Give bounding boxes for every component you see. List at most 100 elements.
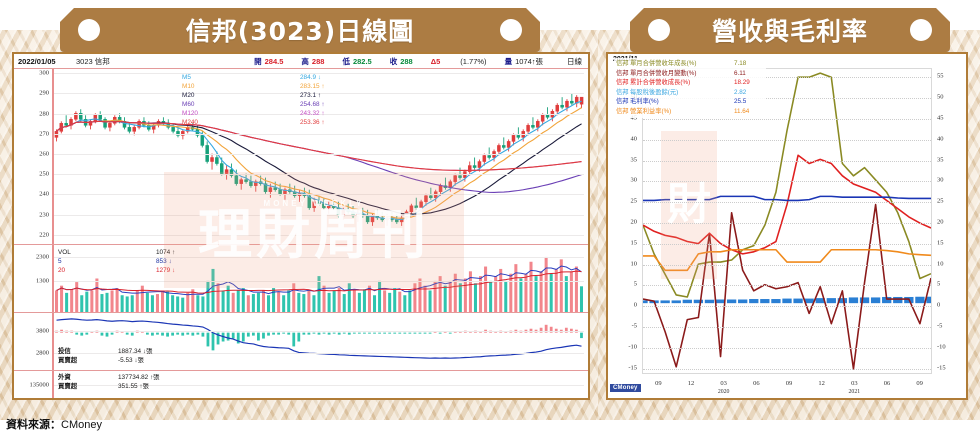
right-legend-row: 信邦 累計合併營收成長(%) 18.29 [616, 78, 764, 88]
right-x-tick-label: 03 [851, 380, 858, 387]
right-y-tick-right: -15 [937, 364, 946, 372]
ma-legend-name: M10 [182, 83, 195, 90]
foreign-investor-panel[interactable]: 135000132000129000 外資 137734.82 ↑張 買賣超 3… [14, 370, 588, 398]
right-y-tick-right: 30 [937, 176, 944, 184]
price-gridline [54, 113, 584, 115]
foreign-y-tick: 132000 [30, 398, 50, 399]
right-y-tick-right: 45 [937, 114, 944, 122]
change-percent: (1.77%) [460, 56, 487, 66]
right-y-tick-left: 0 [633, 301, 637, 309]
ma-legend-row: M120 243.32 ↑ [182, 109, 325, 118]
open-label: 開 [254, 56, 262, 66]
right-gridline [643, 347, 931, 349]
ma-legend-name: M60 [182, 101, 195, 108]
price-y-tick: 220 [39, 231, 49, 239]
low-label: 低 [342, 56, 350, 66]
right-gridline [643, 285, 931, 287]
price-y-tick: 240 [39, 190, 49, 198]
right-chart-legend: 信邦 單月合併營收年成長(%) 7.18 信邦 單月合併營收月變動(%) 6.11 信邦 累計… [614, 58, 766, 118]
left-chart-title-plaque: 信邦(3023)日線圖 [60, 8, 540, 52]
right-x-tick-year: 2021 [848, 389, 861, 395]
right-legend-value: 6.11 [734, 69, 746, 77]
quote-name: 3023 信邦 [76, 56, 110, 66]
right-gridline [643, 202, 931, 204]
right-x-tick: 03 2021 [849, 380, 861, 396]
high-label: 高 [301, 56, 309, 66]
right-legend-ticker: 信邦 [616, 79, 629, 87]
volume-label: 量 [504, 56, 513, 66]
close-value: 288 [400, 56, 413, 66]
inv-value-1: 1887.34 ↓張 [118, 348, 153, 355]
right-legend-row: 信邦 單月合併營收年成長(%) 7.18 [616, 59, 764, 69]
right-legend-value: 25.5 [734, 98, 747, 106]
right-y-tick-left: 45 [630, 114, 638, 122]
right-y-tick-right: 15 [937, 239, 944, 247]
volume-plot-area[interactable] [52, 245, 584, 312]
price-y-tick: 280 [39, 110, 49, 117]
right-x-tick-label: 12 [818, 380, 825, 387]
right-y-tick-right: 25 [937, 197, 944, 205]
foreign-value-2: 351.55 ↑張 [118, 383, 149, 390]
volume-gridline [54, 281, 584, 283]
right-x-tick: 12 [818, 380, 825, 388]
right-gridline [643, 160, 931, 162]
right-x-tick-label: 03 [720, 380, 727, 387]
price-gridline [54, 93, 584, 95]
volume-y-tick: 2300 [36, 253, 49, 261]
right-legend-ticker: 信邦 [616, 88, 629, 96]
investment-trust-plot-area[interactable] [52, 313, 584, 370]
right-y-axis-right: 55 50 45 40 35 30 25 20 15 10 5 0 -5 -10 -15 [934, 68, 964, 374]
foreign-plot-area[interactable] [52, 371, 584, 398]
price-gridline [54, 153, 584, 155]
investment-trust-panel[interactable]: 3800 2800 投信 1887.34 ↓張 買賣超 -5.53 ↓張 [14, 312, 588, 370]
right-chart-title: 營收與毛利率 [711, 17, 868, 46]
right-y-tick-left: 30 [630, 176, 638, 184]
price-gridline [54, 194, 584, 196]
source-name: CMoney [61, 419, 102, 431]
right-x-tick: 09 [786, 380, 793, 388]
right-gridline [643, 327, 931, 329]
right-x-tick-label: 06 [883, 380, 891, 387]
investment-trust-legend: 投信 1887.34 ↓張 買賣超 -5.53 ↓張 [58, 347, 152, 365]
right-legend-ticker: 信邦 [616, 60, 629, 67]
right-gridline [643, 264, 931, 266]
volume-ma5-label: 5 [58, 258, 62, 265]
right-x-tick: 03 2020 [718, 380, 730, 396]
price-gridline [54, 174, 584, 176]
right-legend-desc: 毛利率(%) [630, 98, 659, 106]
price-panel[interactable]: 300 290 280 270 260 250 240 230 220 M5 284.9 ↓ M10… [14, 68, 588, 244]
ma-legend-row: M240 253.36 ↑ [182, 118, 325, 127]
inv-label-1: 投信 [58, 348, 71, 355]
right-legend-value: 2.82 [734, 88, 747, 96]
price-y-axis: 300 290 280 270 260 250 240 230 220 [14, 69, 52, 244]
right-y-tick-left: -5 [631, 322, 637, 330]
right-legend-ticker: 信邦 [616, 69, 629, 77]
quote-date: 2022/01/05 [18, 56, 56, 66]
right-legend-value: 18.29 [734, 79, 750, 87]
right-gridline [643, 243, 931, 245]
right-legend-row: 信邦 每股稅後盈餘(元) 2.82 [616, 88, 764, 98]
right-x-tick: 06 [884, 380, 891, 388]
volume-legend: VOL 1074 ↑ 5 853 ↓ 20 1279 ↓ [58, 248, 175, 275]
foreign-label-2: 買賣超 [58, 383, 78, 390]
right-legend-value: 7.18 [734, 60, 747, 67]
right-legend-value: 11.64 [734, 107, 750, 115]
right-y-tick-left: -15 [628, 364, 637, 372]
high-value: 288 [311, 56, 325, 66]
right-gridline [643, 306, 931, 308]
left-chart-title: 信邦(3023)日線圖 [185, 17, 415, 46]
right-x-tick: 12 [688, 380, 695, 388]
price-plot-area[interactable] [52, 69, 584, 244]
volume-y-tick: 1300 [36, 277, 49, 285]
right-gridline [643, 368, 931, 370]
right-y-tick-right: -10 [937, 343, 946, 351]
right-gridline [643, 77, 931, 79]
right-y-tick-left: 15 [630, 239, 638, 247]
right-legend-desc: 累計合併營收成長(%) [630, 79, 691, 87]
volume-panel[interactable]: 2300 1300 VOL 1074 ↑ 5 853 ↓ 20 1279 ↓ [14, 244, 588, 312]
price-y-tick: 250 [39, 170, 49, 178]
price-y-tick: 260 [39, 150, 49, 158]
right-x-tick-label: 06 [753, 380, 760, 387]
right-legend-ticker: 信邦 [616, 98, 629, 106]
